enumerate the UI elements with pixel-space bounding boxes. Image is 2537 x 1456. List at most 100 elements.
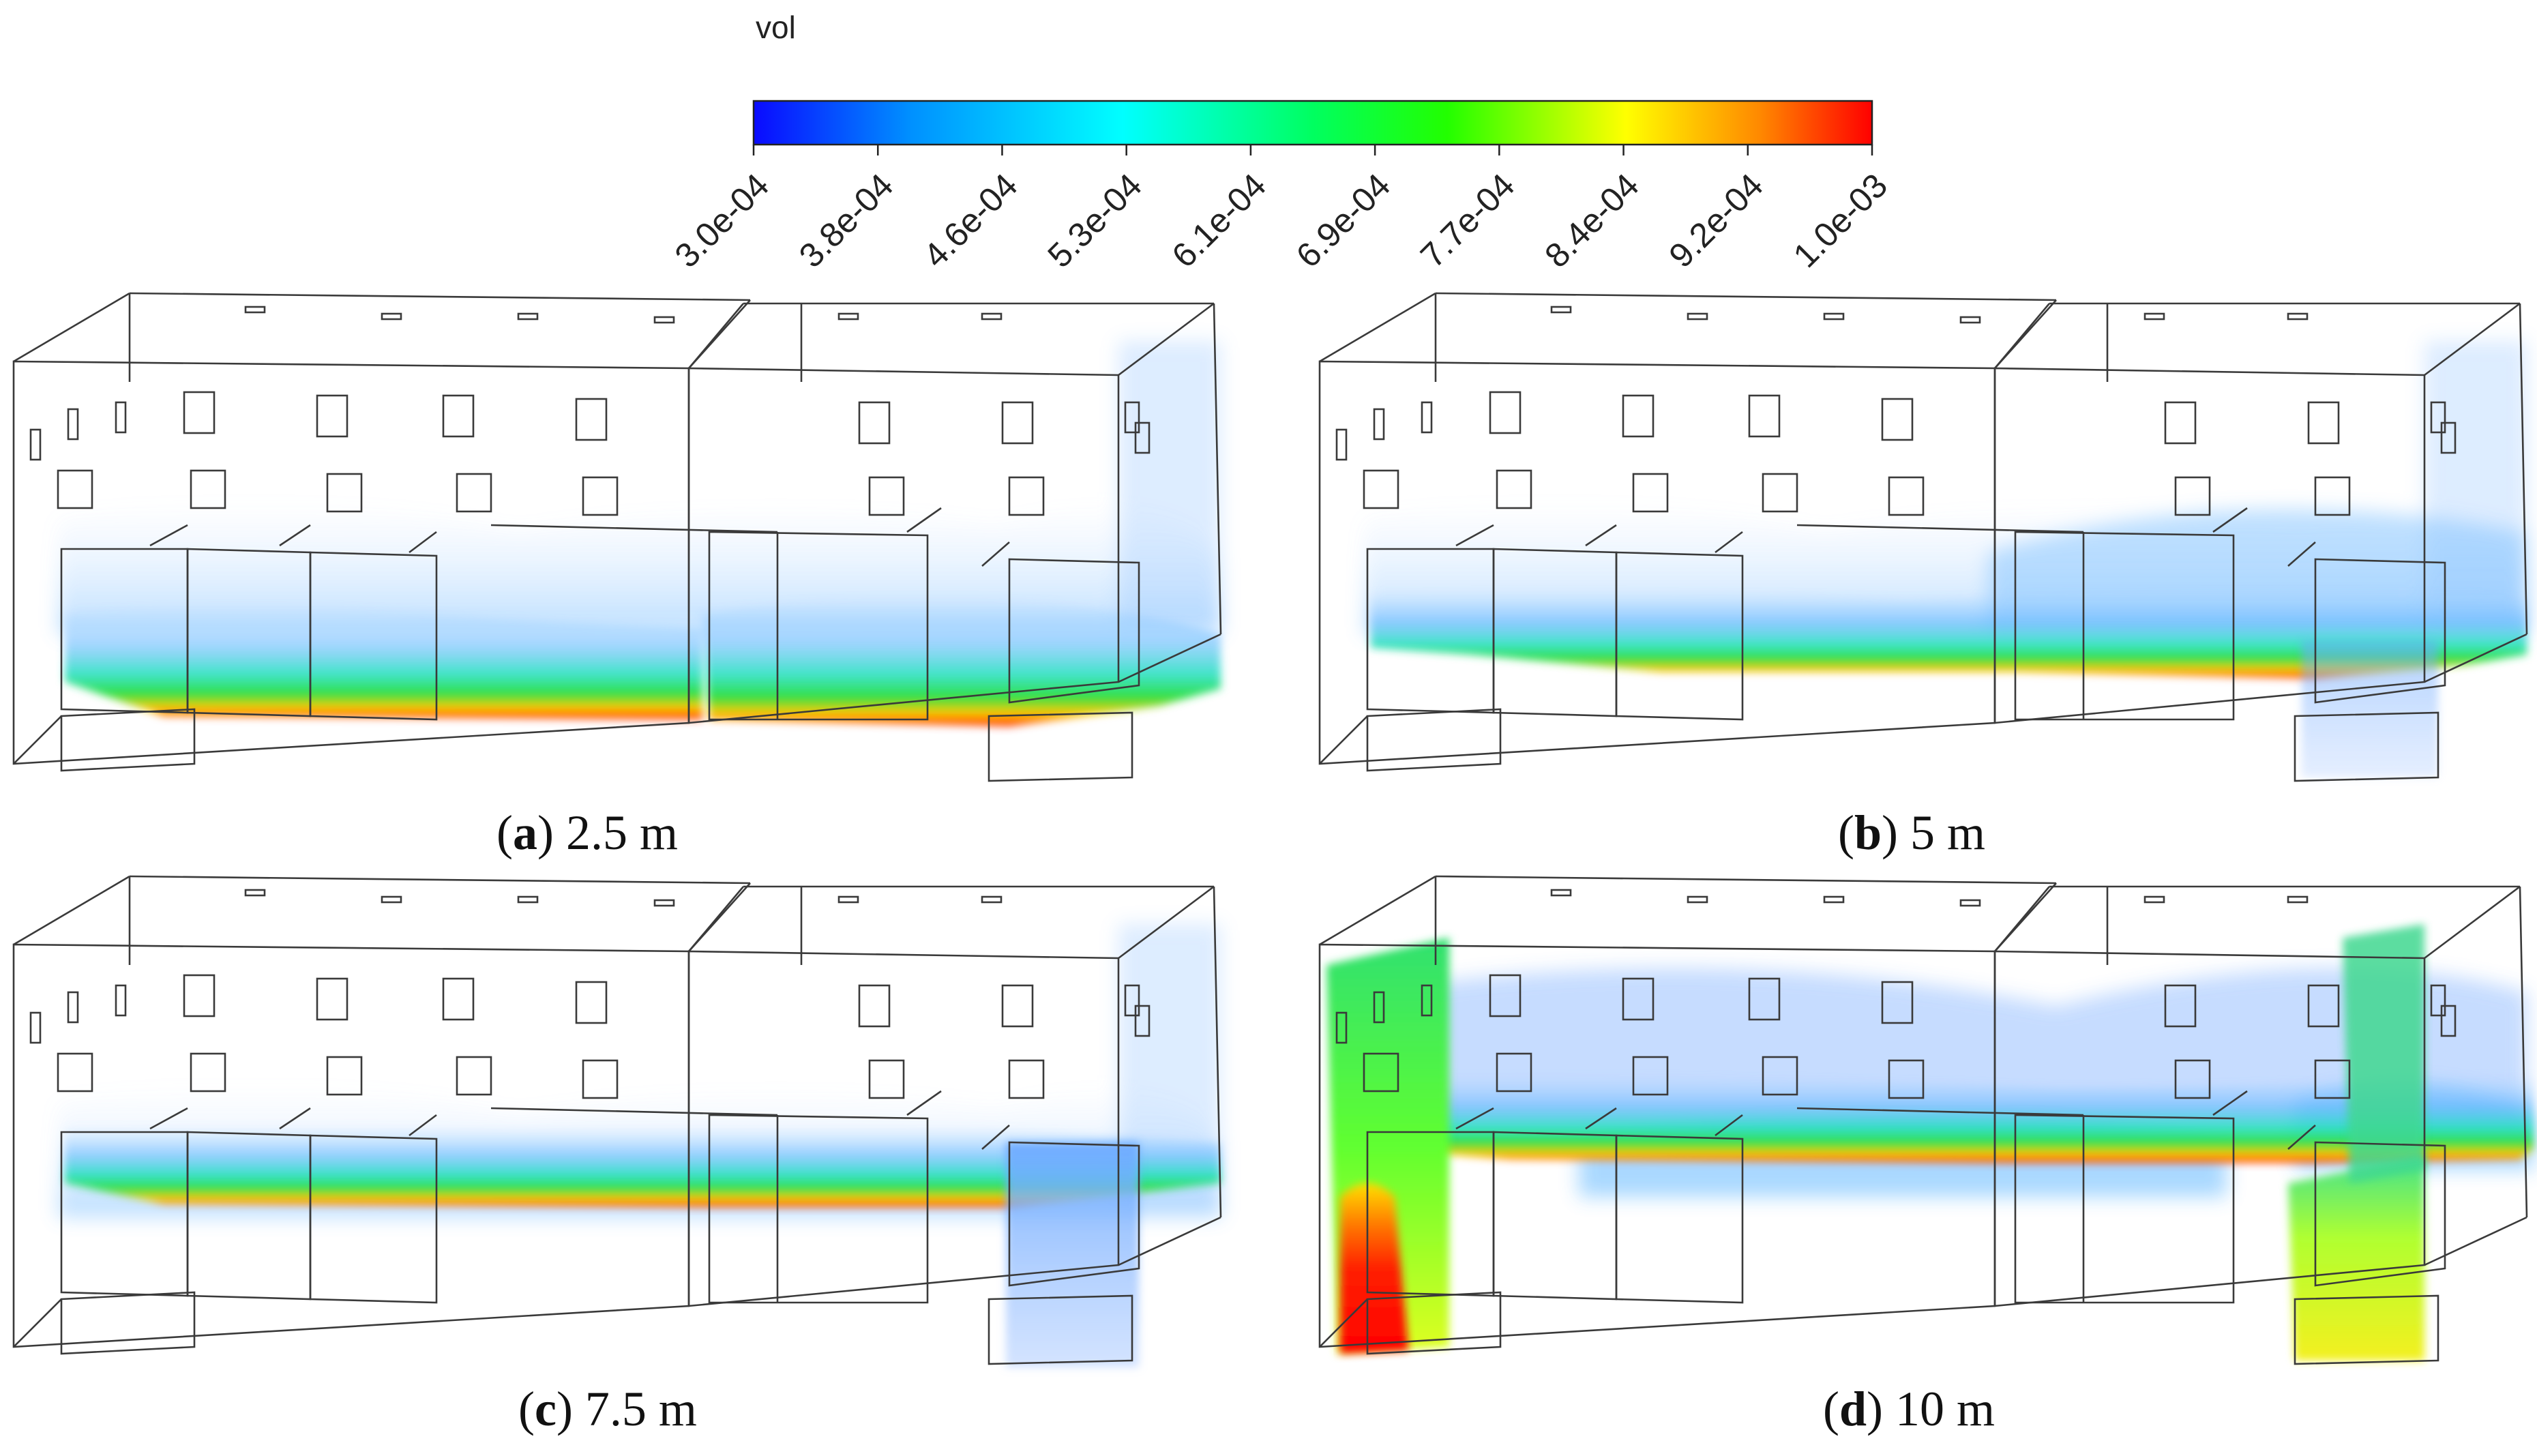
window: [456, 1056, 492, 1096]
building-wireframe: [12, 292, 1222, 782]
window: [29, 428, 42, 461]
window: [1421, 401, 1433, 434]
window: [1008, 1059, 1045, 1099]
panel-b-flow-field: [1318, 292, 2528, 782]
window: [442, 394, 475, 438]
window: [1748, 394, 1781, 438]
window: [2430, 401, 2446, 434]
roof-vent: [517, 895, 539, 904]
window: [190, 469, 226, 509]
window: [1748, 977, 1781, 1021]
colorbar: [752, 100, 1873, 146]
window: [858, 984, 891, 1028]
panel-c-flow-field: [12, 875, 1222, 1367]
building-wireframe: [12, 875, 1222, 1365]
window: [868, 1059, 905, 1099]
caption-a: (a) 2.5 m: [496, 805, 678, 860]
window: [575, 981, 608, 1024]
window: [29, 1011, 42, 1044]
window: [1363, 469, 1399, 509]
roof-vent: [381, 312, 402, 321]
window: [326, 473, 363, 513]
roof-vent: [1550, 306, 1572, 314]
window: [2430, 984, 2446, 1017]
window: [1001, 401, 1034, 445]
roof-vent: [1823, 312, 1845, 321]
window: [183, 974, 216, 1017]
building-wireframe: [1318, 292, 2528, 782]
window: [1888, 1059, 1925, 1099]
window: [2314, 476, 2351, 516]
roof-vent: [1550, 889, 1572, 897]
window: [1335, 428, 1348, 461]
window: [2164, 401, 2197, 445]
window: [316, 394, 348, 438]
colorbar-tick-label: 4.6e-04: [916, 166, 1025, 276]
roof-vent: [2143, 895, 2165, 904]
window: [1008, 476, 1045, 516]
window: [1622, 977, 1655, 1021]
window: [582, 476, 619, 516]
roof-vent: [381, 895, 402, 904]
roof-vent: [2287, 312, 2309, 321]
window: [582, 1059, 619, 1099]
window: [1881, 398, 1914, 441]
roof-vent: [1823, 895, 1845, 904]
window: [1373, 408, 1385, 441]
roof-vent: [653, 316, 675, 324]
window: [1124, 984, 1140, 1017]
window: [1888, 476, 1925, 516]
window: [2314, 1059, 2351, 1099]
window: [1762, 1056, 1798, 1096]
window: [67, 991, 79, 1024]
window: [2307, 401, 2340, 445]
window: [456, 473, 492, 513]
colorbar-tick-label: 6.9e-04: [1289, 166, 1398, 276]
window: [1622, 394, 1655, 438]
window: [1421, 984, 1433, 1017]
panel-a-flow-field: [12, 292, 1222, 782]
roof-vent: [837, 312, 859, 321]
window: [316, 977, 348, 1021]
caption-b: (b) 5 m: [1838, 805, 1985, 860]
window: [326, 1056, 363, 1096]
window: [2307, 984, 2340, 1028]
roof-vent: [517, 312, 539, 321]
window: [1373, 991, 1385, 1024]
window: [1496, 1052, 1532, 1093]
roof-vent: [244, 889, 266, 897]
window: [1134, 1005, 1151, 1037]
roof-vent: [837, 895, 859, 904]
roof-vent: [653, 899, 675, 907]
window: [2440, 1005, 2457, 1037]
window: [1496, 469, 1532, 509]
window: [1632, 473, 1669, 513]
window: [442, 977, 475, 1021]
window: [1335, 1011, 1348, 1044]
caption-d: (d) 10 m: [1823, 1382, 1995, 1436]
colorbar-tick-label: 8.4e-04: [1537, 166, 1646, 276]
colorbar-tick-label: 6.1e-04: [1165, 166, 1274, 276]
window: [2174, 1059, 2211, 1099]
window: [1632, 1056, 1669, 1096]
window: [115, 984, 127, 1017]
colorbar-tick-label: 9.2e-04: [1661, 166, 1770, 276]
colorbar-tick-label: 3.8e-04: [792, 166, 901, 276]
window: [2174, 476, 2211, 516]
roof-vent: [1687, 312, 1708, 321]
roof-vent: [1959, 316, 1981, 324]
window: [858, 401, 891, 445]
colorbar-title: vol: [756, 10, 796, 45]
roof-vent: [981, 895, 1003, 904]
caption-c: (c) 7.5 m: [518, 1382, 697, 1436]
roof-vent: [1959, 899, 1981, 907]
colorbar-ticks: 3.0e-04 3.8e-04 4.6e-04 5.3e-04 6.1e-04 6.9e-…: [668, 145, 1895, 275]
window: [57, 469, 93, 509]
window: [868, 476, 905, 516]
window: [67, 408, 79, 441]
window: [115, 401, 127, 434]
roof-vent: [244, 306, 266, 314]
window: [1489, 391, 1522, 434]
panel-d-flow-field: [1318, 875, 2534, 1365]
